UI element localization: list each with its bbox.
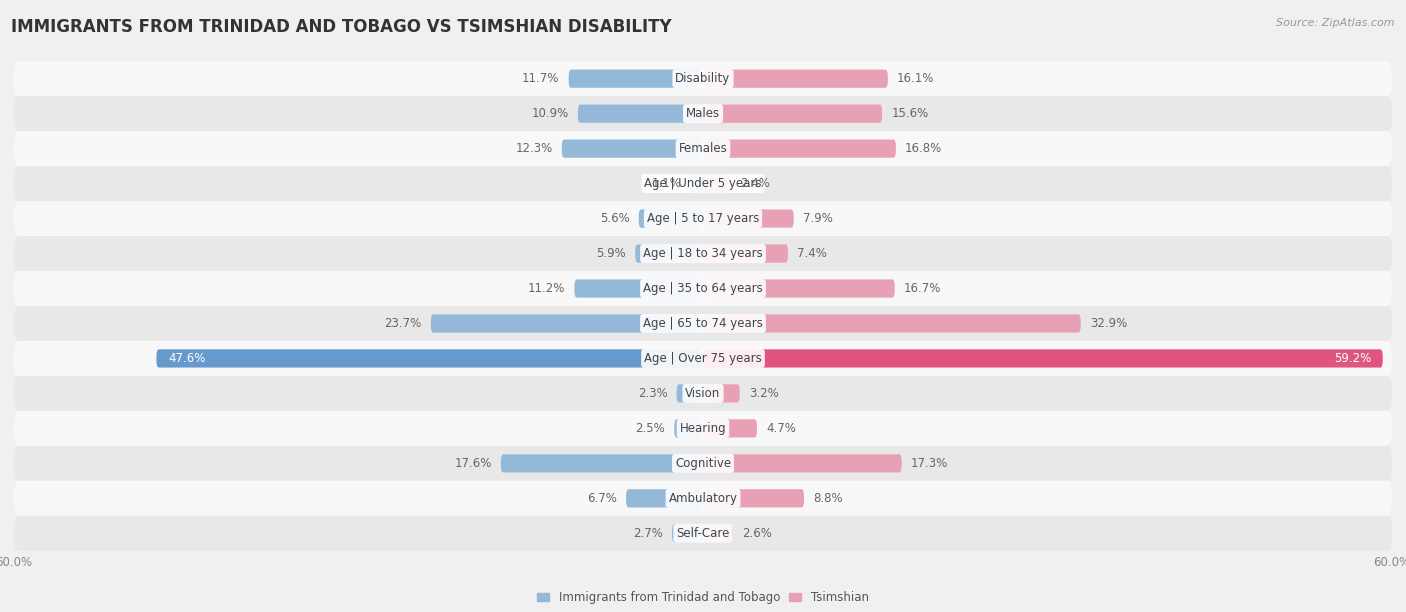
FancyBboxPatch shape	[14, 446, 1392, 481]
FancyBboxPatch shape	[14, 411, 1392, 446]
Text: 12.3%: 12.3%	[516, 142, 553, 155]
Text: 2.3%: 2.3%	[638, 387, 668, 400]
Text: Vision: Vision	[685, 387, 721, 400]
Text: 7.4%: 7.4%	[797, 247, 827, 260]
FancyBboxPatch shape	[14, 271, 1392, 306]
Text: 16.8%: 16.8%	[905, 142, 942, 155]
FancyBboxPatch shape	[14, 166, 1392, 201]
FancyBboxPatch shape	[703, 349, 1382, 368]
FancyBboxPatch shape	[562, 140, 703, 158]
FancyBboxPatch shape	[703, 315, 1081, 332]
FancyBboxPatch shape	[568, 70, 703, 88]
FancyBboxPatch shape	[703, 244, 787, 263]
Text: Hearing: Hearing	[679, 422, 727, 435]
FancyBboxPatch shape	[703, 454, 901, 472]
FancyBboxPatch shape	[14, 376, 1392, 411]
FancyBboxPatch shape	[14, 131, 1392, 166]
Text: 59.2%: 59.2%	[1334, 352, 1371, 365]
FancyBboxPatch shape	[14, 516, 1392, 551]
FancyBboxPatch shape	[675, 419, 703, 438]
Text: Self-Care: Self-Care	[676, 527, 730, 540]
Text: 2.4%: 2.4%	[740, 177, 769, 190]
FancyBboxPatch shape	[14, 201, 1392, 236]
FancyBboxPatch shape	[690, 174, 703, 193]
Text: 32.9%: 32.9%	[1090, 317, 1128, 330]
Text: 16.1%: 16.1%	[897, 72, 935, 85]
Text: 10.9%: 10.9%	[531, 107, 568, 120]
Text: Age | 5 to 17 years: Age | 5 to 17 years	[647, 212, 759, 225]
FancyBboxPatch shape	[14, 481, 1392, 516]
FancyBboxPatch shape	[636, 244, 703, 263]
FancyBboxPatch shape	[703, 174, 731, 193]
Text: Ambulatory: Ambulatory	[668, 492, 738, 505]
FancyBboxPatch shape	[638, 209, 703, 228]
Text: 7.9%: 7.9%	[803, 212, 832, 225]
FancyBboxPatch shape	[703, 70, 887, 88]
Text: Cognitive: Cognitive	[675, 457, 731, 470]
Text: Source: ZipAtlas.com: Source: ZipAtlas.com	[1277, 18, 1395, 28]
Text: 8.8%: 8.8%	[813, 492, 842, 505]
Text: Age | Over 75 years: Age | Over 75 years	[644, 352, 762, 365]
FancyBboxPatch shape	[672, 524, 703, 542]
FancyBboxPatch shape	[14, 341, 1392, 376]
FancyBboxPatch shape	[14, 236, 1392, 271]
FancyBboxPatch shape	[14, 306, 1392, 341]
FancyBboxPatch shape	[156, 349, 703, 368]
FancyBboxPatch shape	[703, 209, 794, 228]
Text: Age | 35 to 64 years: Age | 35 to 64 years	[643, 282, 763, 295]
FancyBboxPatch shape	[703, 280, 894, 297]
Text: Age | 65 to 74 years: Age | 65 to 74 years	[643, 317, 763, 330]
Text: 47.6%: 47.6%	[167, 352, 205, 365]
FancyBboxPatch shape	[703, 140, 896, 158]
Text: 1.1%: 1.1%	[651, 177, 681, 190]
Text: Females: Females	[679, 142, 727, 155]
Text: 11.7%: 11.7%	[522, 72, 560, 85]
Text: 15.6%: 15.6%	[891, 107, 928, 120]
FancyBboxPatch shape	[703, 384, 740, 403]
Text: Age | Under 5 years: Age | Under 5 years	[644, 177, 762, 190]
FancyBboxPatch shape	[703, 524, 733, 542]
FancyBboxPatch shape	[501, 454, 703, 472]
Text: 17.6%: 17.6%	[454, 457, 492, 470]
FancyBboxPatch shape	[14, 96, 1392, 131]
Text: 2.7%: 2.7%	[633, 527, 662, 540]
FancyBboxPatch shape	[14, 61, 1392, 96]
Text: Disability: Disability	[675, 72, 731, 85]
Text: 6.7%: 6.7%	[588, 492, 617, 505]
Text: 11.2%: 11.2%	[527, 282, 565, 295]
FancyBboxPatch shape	[578, 105, 703, 123]
FancyBboxPatch shape	[575, 280, 703, 297]
FancyBboxPatch shape	[430, 315, 703, 332]
Text: 23.7%: 23.7%	[384, 317, 422, 330]
Text: IMMIGRANTS FROM TRINIDAD AND TOBAGO VS TSIMSHIAN DISABILITY: IMMIGRANTS FROM TRINIDAD AND TOBAGO VS T…	[11, 18, 672, 36]
FancyBboxPatch shape	[703, 419, 756, 438]
Legend: Immigrants from Trinidad and Tobago, Tsimshian: Immigrants from Trinidad and Tobago, Tsi…	[533, 586, 873, 608]
FancyBboxPatch shape	[626, 489, 703, 507]
Text: 2.5%: 2.5%	[636, 422, 665, 435]
FancyBboxPatch shape	[676, 384, 703, 403]
Text: 2.6%: 2.6%	[742, 527, 772, 540]
Text: 5.6%: 5.6%	[600, 212, 630, 225]
Text: 4.7%: 4.7%	[766, 422, 796, 435]
Text: Males: Males	[686, 107, 720, 120]
Text: 16.7%: 16.7%	[904, 282, 941, 295]
FancyBboxPatch shape	[703, 105, 882, 123]
Text: 3.2%: 3.2%	[749, 387, 779, 400]
Text: 5.9%: 5.9%	[596, 247, 626, 260]
FancyBboxPatch shape	[703, 489, 804, 507]
Text: Age | 18 to 34 years: Age | 18 to 34 years	[643, 247, 763, 260]
Text: 17.3%: 17.3%	[911, 457, 948, 470]
